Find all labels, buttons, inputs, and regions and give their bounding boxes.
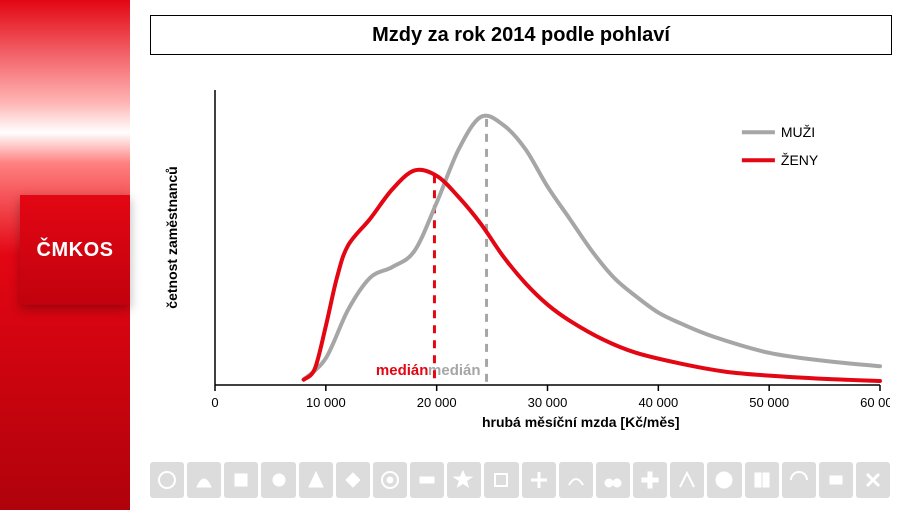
union-logo-icon [261, 462, 295, 498]
svg-text:0: 0 [211, 395, 218, 410]
svg-text:20 000: 20 000 [417, 395, 457, 410]
union-logo-icon [670, 462, 704, 498]
union-logo-icon [224, 462, 258, 498]
union-logo-icon [336, 462, 370, 498]
union-logo-icon [299, 462, 333, 498]
svg-text:60 000: 60 000 [860, 395, 890, 410]
org-logo-text: ČMKOS [37, 239, 114, 262]
svg-text:medián: medián [376, 362, 429, 379]
union-logo-icon [633, 462, 667, 498]
title-bar: Mzdy za rok 2014 podle pohlaví [150, 15, 892, 55]
union-logo-icon [373, 462, 407, 498]
union-logo-icon [522, 462, 556, 498]
union-logo-icon [410, 462, 444, 498]
svg-text:četnost zaměstnanců: četnost zaměstnanců [164, 166, 180, 308]
union-logo-icon [707, 462, 741, 498]
union-logo-icon [856, 462, 890, 498]
union-logo-icon [745, 462, 779, 498]
wage-distribution-chart: 0 10 000 20 000 30 000 40 000 50 000 60 000 hru… [150, 80, 890, 440]
union-logo-icon [150, 462, 184, 498]
union-logo-icon [447, 462, 481, 498]
chart-svg: 0 10 000 20 000 30 000 40 000 50 000 60 000 hru… [150, 80, 890, 440]
svg-text:hrubá měsíční mzda [Kč/měs]: hrubá měsíční mzda [Kč/měs] [482, 414, 680, 430]
union-logo-icon [782, 462, 816, 498]
union-logo-icon [596, 462, 630, 498]
svg-text:10 000: 10 000 [306, 395, 346, 410]
svg-text:MUŽI: MUŽI [781, 124, 815, 140]
title-text: Mzdy za rok 2014 podle pohlaví [372, 24, 670, 47]
slide: ČMKOS Mzdy za rok 2014 podle pohlaví 0 10… [0, 0, 907, 510]
union-logo-icon [819, 462, 853, 498]
union-logos-strip [150, 460, 890, 500]
union-logo-icon [559, 462, 593, 498]
org-logo: ČMKOS [20, 195, 130, 305]
union-logo-icon [484, 462, 518, 498]
union-logo-icon [187, 462, 221, 498]
svg-text:ŽENY: ŽENY [781, 152, 819, 168]
svg-text:50 000: 50 000 [749, 395, 789, 410]
svg-text:40 000: 40 000 [638, 395, 678, 410]
svg-text:30 000: 30 000 [528, 395, 568, 410]
